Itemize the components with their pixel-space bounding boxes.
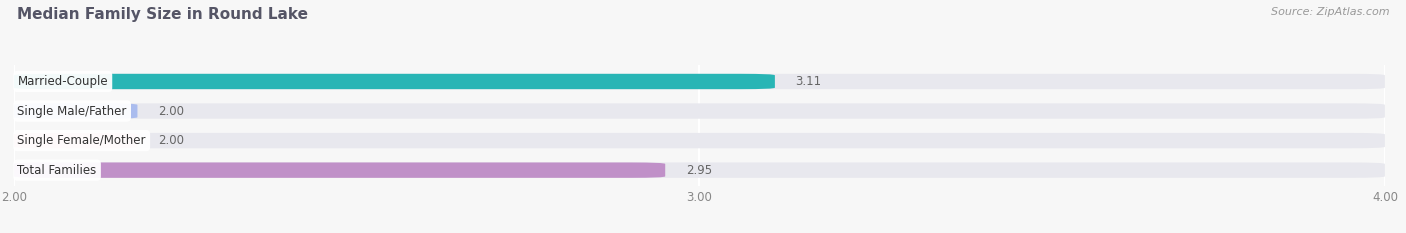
Text: 2.95: 2.95 <box>686 164 711 177</box>
Text: Total Families: Total Families <box>17 164 97 177</box>
Text: Single Female/Mother: Single Female/Mother <box>17 134 146 147</box>
FancyBboxPatch shape <box>14 162 665 178</box>
Text: Single Male/Father: Single Male/Father <box>17 105 127 117</box>
Text: 3.11: 3.11 <box>796 75 821 88</box>
FancyBboxPatch shape <box>14 103 138 119</box>
Text: Married-Couple: Married-Couple <box>17 75 108 88</box>
FancyBboxPatch shape <box>14 133 138 148</box>
Text: 2.00: 2.00 <box>157 134 184 147</box>
FancyBboxPatch shape <box>14 162 1385 178</box>
Text: Median Family Size in Round Lake: Median Family Size in Round Lake <box>17 7 308 22</box>
FancyBboxPatch shape <box>14 133 1385 148</box>
FancyBboxPatch shape <box>14 74 1385 89</box>
FancyBboxPatch shape <box>14 103 1385 119</box>
Text: Source: ZipAtlas.com: Source: ZipAtlas.com <box>1271 7 1389 17</box>
FancyBboxPatch shape <box>14 74 775 89</box>
Text: 2.00: 2.00 <box>157 105 184 117</box>
